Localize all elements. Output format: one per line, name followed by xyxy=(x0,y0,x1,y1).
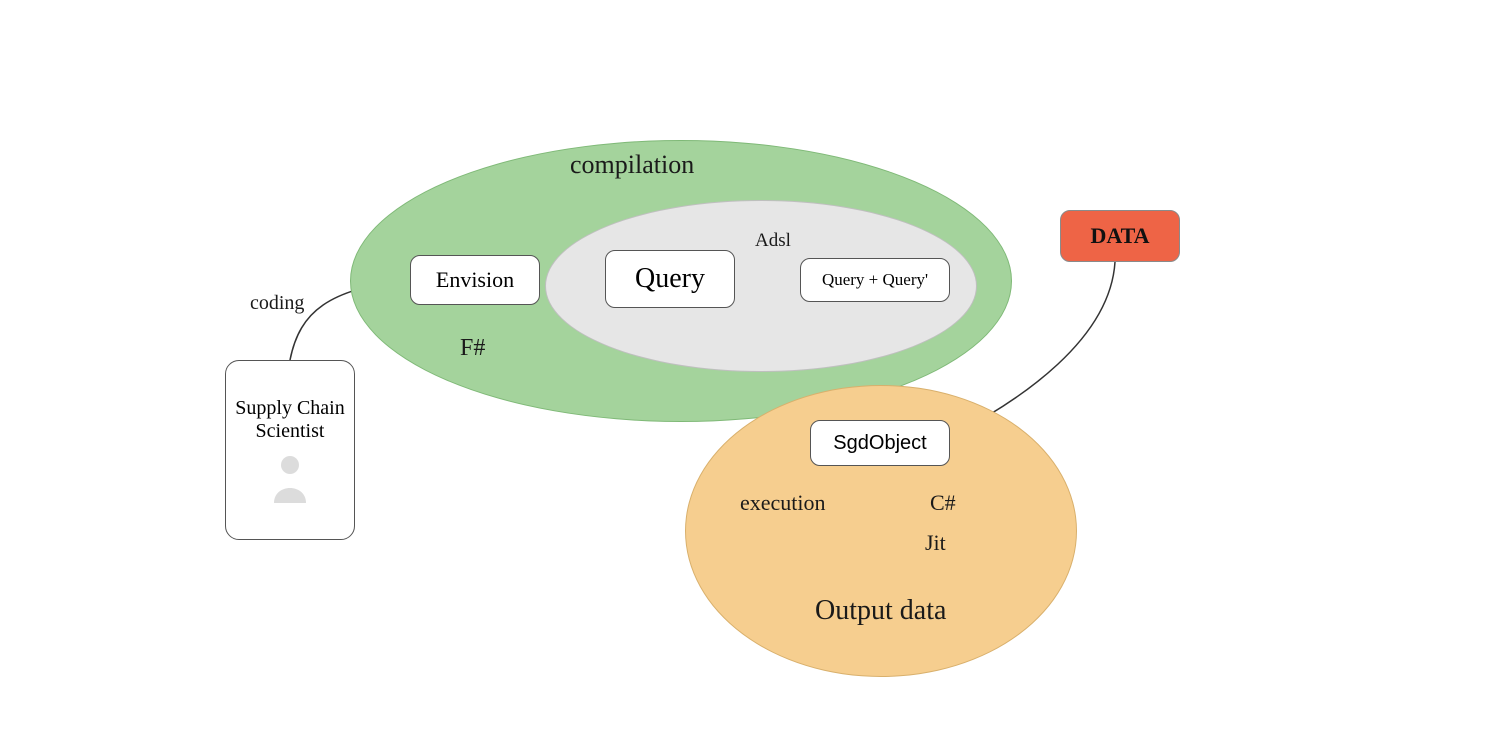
node-scientist: Supply Chain Scientist xyxy=(225,360,355,540)
node-data-label: DATA xyxy=(1090,223,1149,249)
node-scientist-label: Supply Chain Scientist xyxy=(226,397,354,443)
label-jit: Jit xyxy=(925,530,946,556)
label-compilation: compilation xyxy=(570,150,694,180)
person-icon xyxy=(270,453,310,503)
label-adsl: Adsl xyxy=(755,230,791,252)
label-fsharp: F# xyxy=(460,335,485,362)
node-envision: Envision xyxy=(410,255,540,305)
label-execution: execution xyxy=(740,490,826,516)
label-output: Output data xyxy=(815,595,946,627)
node-query-label: Query xyxy=(635,263,705,295)
node-sgd: SgdObject xyxy=(810,420,950,466)
node-query: Query xyxy=(605,250,735,308)
node-query2: Query + Query' xyxy=(800,258,950,302)
node-query2-label: Query + Query' xyxy=(822,270,928,290)
label-csharp: C# xyxy=(930,490,956,516)
label-coding: coding xyxy=(250,292,304,315)
node-envision-label: Envision xyxy=(436,267,514,293)
node-data: DATA xyxy=(1060,210,1180,262)
node-sgd-label: SgdObject xyxy=(833,432,926,455)
